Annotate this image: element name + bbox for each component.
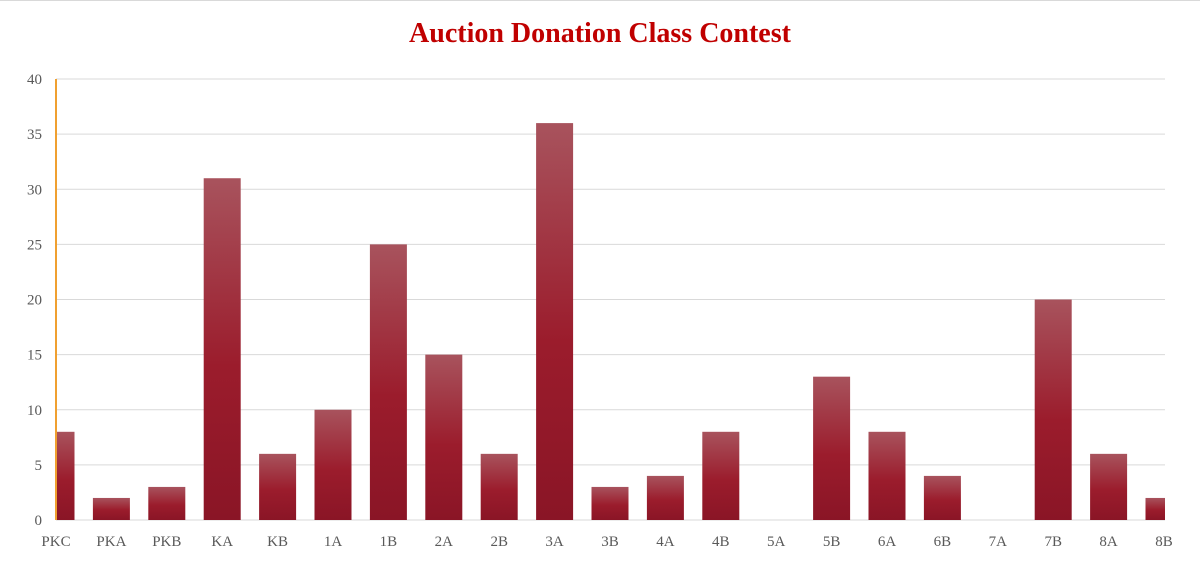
- x-tick-label: 2A: [435, 534, 454, 550]
- y-tick-label: 0: [35, 513, 43, 529]
- x-axis: PKC PKA PKB KA KB 1A 1B 2A 2B 3A 3B 4A 4B 5A 5B 6A 6B 7A 7…: [41, 534, 1172, 550]
- bars: [56, 123, 1165, 520]
- bar-2a: [425, 354, 463, 520]
- x-tick-label: PKB: [152, 534, 181, 550]
- bar-ka: [203, 178, 241, 520]
- y-tick-label: 25: [27, 237, 42, 253]
- bar-pka: [92, 497, 130, 520]
- x-tick-label: 8B: [1155, 534, 1173, 550]
- y-tick-label: 30: [27, 182, 42, 198]
- bar-5b: [813, 376, 851, 520]
- gridlines: [56, 78, 1165, 521]
- bar-7b: [1034, 299, 1072, 520]
- bar-6b: [923, 475, 961, 520]
- y-tick-label: 40: [27, 72, 42, 88]
- x-tick-label: 8A: [1099, 534, 1118, 550]
- bar-pkb: [148, 486, 186, 520]
- y-axis: 0 5 10 15 20 25 30 35 40: [27, 72, 57, 529]
- bar-2b: [480, 453, 518, 520]
- x-tick-label: 1B: [380, 534, 398, 550]
- bar-kb: [259, 453, 297, 520]
- x-tick-label: PKA: [96, 534, 126, 550]
- x-tick-label: 5A: [767, 534, 786, 550]
- bar-8b: [1145, 497, 1165, 520]
- bar-8a: [1090, 453, 1128, 520]
- x-tick-label: 4A: [656, 534, 675, 550]
- bar-pkc: [56, 431, 75, 520]
- x-tick-label: PKC: [41, 534, 70, 550]
- y-tick-label: 20: [27, 293, 42, 309]
- x-tick-label: 3A: [545, 534, 564, 550]
- bar-6a: [868, 431, 906, 520]
- top-border: [0, 0, 1200, 1]
- bar-1b: [369, 244, 407, 520]
- bar-3b: [591, 486, 629, 520]
- bar-4b: [702, 431, 740, 520]
- x-tick-label: 6A: [878, 534, 897, 550]
- bar-1a: [314, 409, 352, 520]
- x-tick-label: 4B: [712, 534, 730, 550]
- x-tick-label: KB: [267, 534, 288, 550]
- y-tick-label: 35: [27, 127, 42, 143]
- x-tick-label: 6B: [934, 534, 952, 550]
- x-tick-label: 5B: [823, 534, 841, 550]
- y-tick-label: 5: [35, 458, 43, 474]
- bar-4a: [646, 475, 684, 520]
- x-tick-label: 7B: [1044, 534, 1062, 550]
- x-tick-label: 7A: [989, 534, 1008, 550]
- x-tick-label: 2B: [490, 534, 508, 550]
- x-tick-label: 3B: [601, 534, 619, 550]
- chart-title: Auction Donation Class Contest: [409, 18, 791, 49]
- y-tick-label: 15: [27, 348, 42, 364]
- bar-3a: [536, 123, 574, 520]
- y-tick-label: 10: [27, 403, 42, 419]
- x-tick-label: 1A: [324, 534, 343, 550]
- x-tick-label: KA: [211, 534, 233, 550]
